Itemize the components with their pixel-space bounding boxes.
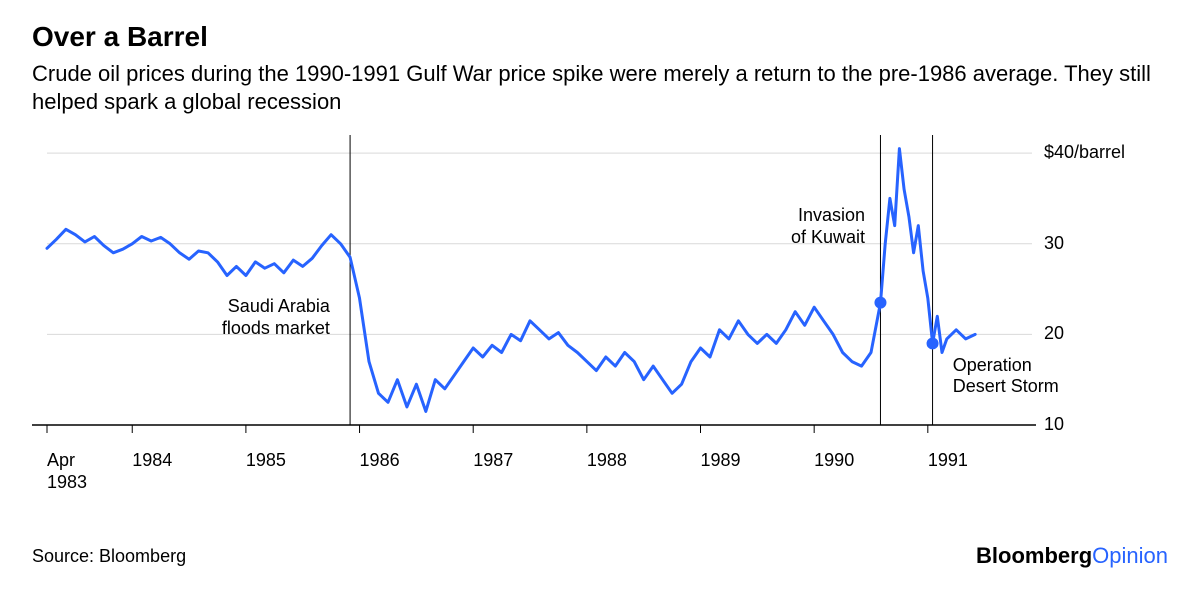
chart-title: Over a Barrel	[32, 20, 1168, 54]
brand-logo: BloombergOpinion	[976, 543, 1168, 569]
source-label: Source: Bloomberg	[32, 546, 186, 567]
brand-bold: Bloomberg	[976, 543, 1092, 568]
event-annotation: Saudi Arabia floods market	[222, 296, 330, 339]
x-axis-labels: Apr 1983 1984 1985 1986 1987 1988 1989 1990 1991	[32, 449, 1168, 504]
y-tick-label: 30	[1044, 233, 1064, 254]
event-annotation: Invasion of Kuwait	[791, 205, 865, 248]
x-tick-label: 1990	[814, 449, 854, 472]
brand-light: Opinion	[1092, 543, 1168, 568]
x-tick-label: 1987	[473, 449, 513, 472]
x-tick-label: 1984	[132, 449, 172, 472]
x-tick-label: Apr 1983	[47, 449, 87, 494]
x-tick-label: 1985	[246, 449, 286, 472]
y-tick-label: 20	[1044, 323, 1064, 344]
event-annotation: Operation Desert Storm	[953, 355, 1059, 398]
x-tick-label: 1989	[701, 449, 741, 472]
x-tick-label: 1986	[360, 449, 400, 472]
y-tick-label: $40/barrel	[1044, 142, 1125, 163]
y-tick-label: 10	[1044, 414, 1064, 435]
x-tick-label: 1991	[928, 449, 968, 472]
x-tick-label: 1988	[587, 449, 627, 472]
chart-subtitle: Crude oil prices during the 1990-1991 Gu…	[32, 60, 1168, 117]
chart-plot: $40/barrel 30 20 10 Saudi Arabia floods mar…	[32, 135, 1168, 445]
